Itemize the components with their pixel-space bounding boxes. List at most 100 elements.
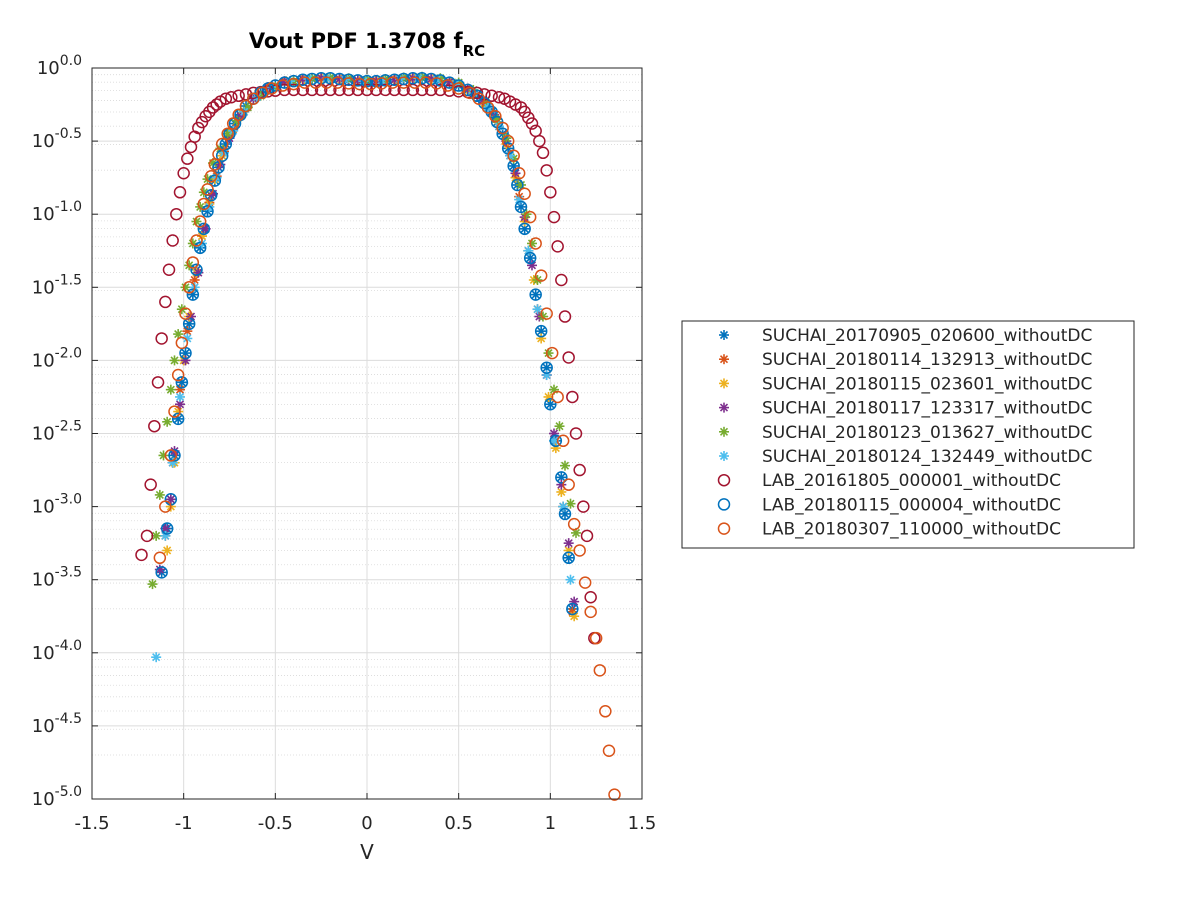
data-point [527, 238, 537, 249]
data-point [545, 346, 559, 360]
data-point [239, 99, 253, 113]
data-point [562, 478, 575, 491]
data-point [186, 288, 200, 301]
data-point [165, 384, 176, 395]
legend-marker [719, 402, 729, 413]
data-point [204, 169, 218, 183]
data-point [197, 222, 211, 236]
data-point [443, 76, 456, 89]
data-point [324, 71, 337, 85]
data-point [360, 74, 374, 88]
data-point [562, 351, 575, 364]
data-point [566, 390, 579, 404]
y-tick-label: 10-3.5 [32, 565, 82, 591]
data-point [269, 79, 282, 92]
data-point [566, 602, 579, 616]
data-point [558, 310, 572, 323]
y-tick-label: 100.0 [37, 53, 82, 79]
data-point [210, 98, 223, 111]
legend-label: SUCHAI_20180115_023601_withoutDC [762, 374, 1092, 394]
data-point [135, 548, 148, 562]
data-point [151, 376, 165, 389]
major-grid [92, 68, 642, 799]
data-point [481, 101, 495, 114]
data-point [529, 288, 542, 301]
data-point [175, 376, 189, 389]
y-tick-label: 10-2.5 [32, 419, 82, 445]
data-point [179, 307, 192, 320]
data-point [518, 187, 531, 200]
data-point [379, 74, 392, 87]
data-point [573, 544, 586, 557]
data-point [397, 72, 410, 86]
data-point [193, 241, 207, 255]
data-point [171, 368, 185, 382]
data-point [168, 405, 181, 418]
data-point [153, 551, 167, 565]
data-point [556, 472, 567, 483]
data-point [168, 449, 181, 462]
data-point [589, 631, 603, 645]
data-point [193, 267, 204, 278]
data-point [203, 105, 216, 119]
data-point [154, 489, 165, 500]
data-point [379, 83, 392, 97]
data-point [569, 427, 583, 440]
data-point [305, 72, 319, 86]
data-point [167, 457, 178, 468]
data-point [159, 500, 172, 513]
data-point [580, 529, 594, 543]
data-point [533, 134, 546, 148]
data-point [555, 471, 568, 484]
data-point [558, 501, 569, 512]
data-point [225, 90, 238, 104]
legend-entry: SUCHAI_20180124_132449_withoutDC [719, 447, 1092, 467]
y-tick-label: 10-1.0 [32, 199, 82, 225]
legend-marker [719, 330, 729, 340]
data-point [543, 348, 554, 359]
data-point [170, 207, 183, 221]
x-tick-label: 1 [545, 813, 556, 834]
x-axis-ticks: -1.5 -1 -0.5 0 0.5 1 1.5 [74, 68, 656, 834]
legend-entry: SUCHAI_20180117_123317_withoutDC [719, 399, 1092, 419]
data-point [164, 449, 178, 462]
data-point [523, 251, 537, 265]
series-9 [153, 76, 621, 801]
data-point [155, 332, 168, 345]
legend-marker [717, 473, 731, 487]
data-point [147, 579, 158, 590]
legend-label: SUCHAI_20170905_020600_withoutDC [762, 326, 1092, 346]
data-point [544, 398, 557, 411]
data-point [232, 89, 245, 103]
data-point [584, 590, 597, 604]
data-point [521, 209, 532, 220]
y-tick-label: 10-5.0 [32, 784, 82, 810]
data-point [563, 552, 574, 563]
data-point [485, 105, 498, 119]
data-point [193, 215, 207, 228]
data-point [501, 134, 515, 148]
data-point [562, 551, 575, 565]
legend-marker [717, 498, 731, 511]
data-point [415, 71, 429, 85]
legend-entry: SUCHAI_20180115_023601_withoutDC [719, 374, 1092, 394]
data-point [565, 574, 576, 585]
data-point [527, 260, 537, 271]
data-point [190, 263, 203, 277]
legend-marker [719, 378, 729, 389]
data-point [197, 197, 211, 211]
data-point [201, 183, 214, 196]
plot-area: -1.5 -1 -0.5 0 0.5 1 1.5 100.0 10-0.5 10-1.0 10-1… [32, 53, 657, 834]
legend-box [681, 320, 1135, 549]
data-point [532, 304, 543, 315]
data-point [173, 329, 184, 340]
data-point [171, 412, 185, 426]
data-point [144, 478, 157, 491]
data-point [162, 545, 173, 556]
legend-entry: LAB_20180115_000004_withoutDC [717, 495, 1061, 515]
data-point [160, 530, 171, 541]
data-point [577, 500, 590, 513]
legend: SUCHAI_20170905_020600_withoutDC SUCHAI_2… [681, 320, 1135, 549]
data-point [219, 92, 233, 105]
data-point [461, 83, 475, 97]
